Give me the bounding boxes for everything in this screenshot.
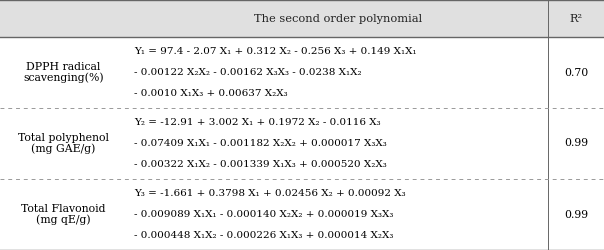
Bar <box>0 0 604 37</box>
Text: Y₁ = 97.4 - 2.07 X₁ + 0.312 X₂ - 0.256 X₃ + 0.149 X₁X₁: Y₁ = 97.4 - 2.07 X₁ + 0.312 X₂ - 0.256 X… <box>134 47 417 56</box>
Text: Y₃ = -1.661 + 0.3798 X₁ + 0.02456 X₂ + 0.00092 X₃: Y₃ = -1.661 + 0.3798 X₁ + 0.02456 X₂ + 0… <box>134 189 406 198</box>
Text: 0.99: 0.99 <box>564 210 588 220</box>
Text: (mg qE/g): (mg qE/g) <box>36 215 91 225</box>
Text: Total Flavonoid: Total Flavonoid <box>21 204 106 214</box>
Text: 0.99: 0.99 <box>564 138 588 148</box>
Text: - 0.0010 X₁X₃ + 0.00637 X₂X₃: - 0.0010 X₁X₃ + 0.00637 X₂X₃ <box>134 89 288 98</box>
Text: 0.70: 0.70 <box>564 68 588 78</box>
Text: - 0.00322 X₁X₂ - 0.001339 X₁X₃ + 0.000520 X₂X₃: - 0.00322 X₁X₂ - 0.001339 X₁X₃ + 0.00052… <box>134 160 387 169</box>
Text: Total polyphenol: Total polyphenol <box>18 133 109 143</box>
Text: (mg GAE/g): (mg GAE/g) <box>31 144 95 154</box>
Text: - 0.07409 X₁X₁ - 0.001182 X₂X₂ + 0.000017 X₃X₃: - 0.07409 X₁X₁ - 0.001182 X₂X₂ + 0.00001… <box>134 139 387 148</box>
Text: scavenging(%): scavenging(%) <box>23 73 104 83</box>
Text: DPPH radical: DPPH radical <box>26 62 101 72</box>
Text: - 0.009089 X₁X₁ - 0.000140 X₂X₂ + 0.000019 X₃X₃: - 0.009089 X₁X₁ - 0.000140 X₂X₂ + 0.0000… <box>134 210 393 219</box>
Text: The second order polynomial: The second order polynomial <box>254 14 422 24</box>
Text: Y₂ = -12.91 + 3.002 X₁ + 0.1972 X₂ - 0.0116 X₃: Y₂ = -12.91 + 3.002 X₁ + 0.1972 X₂ - 0.0… <box>134 118 381 127</box>
Text: - 0.000448 X₁X₂ - 0.000226 X₁X₃ + 0.000014 X₂X₃: - 0.000448 X₁X₂ - 0.000226 X₁X₃ + 0.0000… <box>134 231 393 240</box>
Text: - 0.00122 X₂X₂ - 0.00162 X₃X₃ - 0.0238 X₁X₂: - 0.00122 X₂X₂ - 0.00162 X₃X₃ - 0.0238 X… <box>134 68 362 77</box>
Text: R²: R² <box>570 14 583 24</box>
